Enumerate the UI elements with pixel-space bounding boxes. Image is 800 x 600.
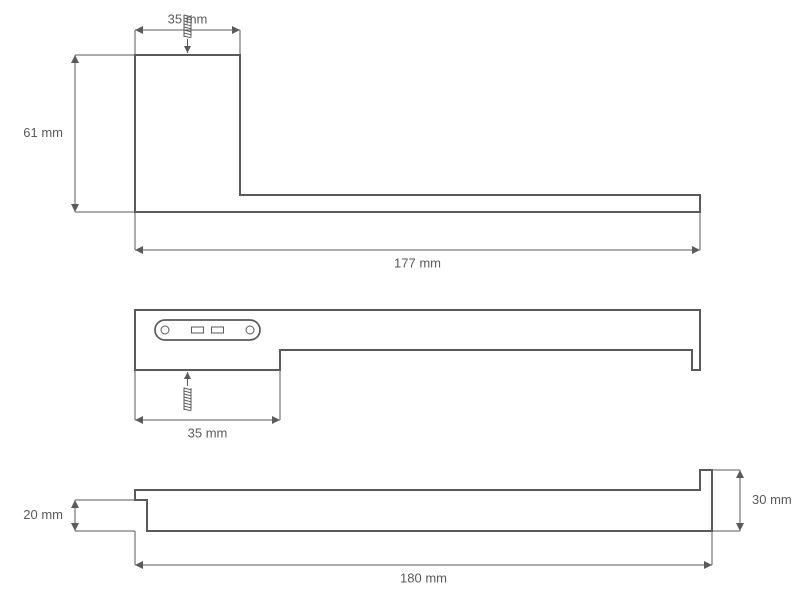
screw-thread bbox=[184, 403, 191, 405]
slot-hole bbox=[161, 326, 169, 334]
mounting-slot bbox=[155, 320, 260, 340]
dimension-label: 35 mm bbox=[168, 11, 208, 26]
dimension-label: 61 mm bbox=[23, 125, 63, 140]
front-view-outline bbox=[135, 470, 712, 531]
arrow-head bbox=[184, 46, 191, 53]
dimension-label: 35 mm bbox=[188, 425, 228, 440]
side-view-outline bbox=[135, 55, 700, 212]
arrow-head bbox=[736, 523, 744, 531]
arrow-head bbox=[71, 204, 79, 212]
arrow-head bbox=[71, 500, 79, 508]
screw-thread bbox=[184, 400, 191, 402]
arrow-head bbox=[736, 470, 744, 478]
dimension-label: 180 mm bbox=[400, 570, 447, 585]
arrow-head bbox=[135, 561, 143, 569]
screw-thread bbox=[184, 391, 191, 393]
arrow-head bbox=[692, 246, 700, 254]
screw-thread bbox=[184, 33, 191, 35]
screw-thread bbox=[184, 406, 191, 408]
screw-thread bbox=[184, 388, 191, 390]
screw-thread bbox=[184, 27, 191, 29]
screw-thread bbox=[184, 409, 191, 411]
arrow-head bbox=[135, 26, 143, 34]
screw-thread bbox=[184, 397, 191, 399]
arrow-head bbox=[135, 246, 143, 254]
arrow-head bbox=[184, 372, 191, 379]
dimension-label: 30 mm bbox=[752, 492, 792, 507]
arrow-head bbox=[704, 561, 712, 569]
dimension-label: 20 mm bbox=[23, 507, 63, 522]
arrow-head bbox=[272, 416, 280, 424]
arrow-head bbox=[71, 55, 79, 63]
arrow-head bbox=[232, 26, 240, 34]
slot-hole bbox=[246, 326, 254, 334]
screw-thread bbox=[184, 36, 191, 38]
arrow-head bbox=[135, 416, 143, 424]
technical-drawing: 35 mm 61 mm 177 mm 35 mm 20 mm 30 mm 180 mm bbox=[0, 0, 800, 600]
slot-detail bbox=[192, 327, 204, 333]
arrow-head bbox=[71, 523, 79, 531]
dimension-label: 177 mm bbox=[394, 255, 441, 270]
slot-detail bbox=[212, 327, 224, 333]
screw-thread bbox=[184, 394, 191, 396]
